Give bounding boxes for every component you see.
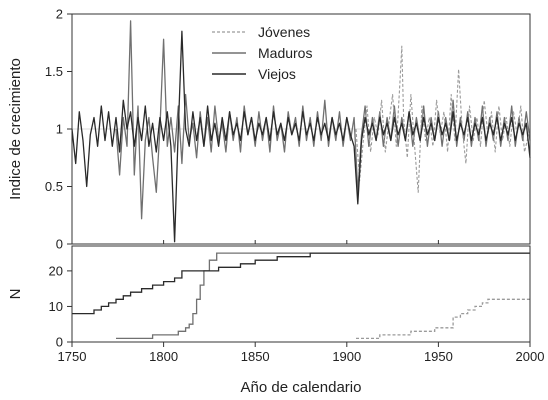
legend-label-viejos: Viejos — [258, 66, 296, 82]
growth-index-y-axis-title: Indice de crecimiento — [7, 58, 24, 200]
growth-index-y-tick-label: 2 — [56, 7, 63, 22]
sample-depth-line-viejos — [72, 252, 530, 315]
sample-depth-panel: 0 10 20 N — [7, 245, 531, 350]
sample-depth-plot-frame — [71, 245, 531, 343]
growth-index-panel: 0 0.5 1 1.5 2 Indice de crecimiento — [7, 7, 531, 252]
sample-depth-y-ticks: 0 10 20 — [49, 263, 72, 350]
sample-depth-y-tick-label: 10 — [49, 299, 63, 314]
x-axis: 1750 1800 1850 1900 1950 2000 — [58, 240, 545, 364]
x-tick-label: 1750 — [58, 349, 87, 364]
legend-label-j-venes: Jóvenes — [258, 24, 310, 40]
growth-index-y-tick-label: 0.5 — [45, 179, 63, 194]
growth-index-y-ticks: 0 0.5 1 1.5 2 — [45, 7, 72, 252]
growth-index-y-tick-label: 0 — [56, 237, 63, 252]
sample-depth-series — [72, 252, 530, 340]
legend-label-maduros: Maduros — [258, 45, 312, 61]
sample-depth-line-j-venes — [356, 298, 530, 340]
x-tick-label: 1900 — [332, 349, 361, 364]
growth-index-line-j-venes — [355, 45, 531, 193]
legend: Jóvenes Maduros Viejos — [212, 24, 312, 82]
growth-index-line-viejos — [71, 30, 531, 243]
growth-index-series — [71, 20, 531, 243]
growth-index-y-tick-label: 1.5 — [45, 64, 63, 79]
x-tick-label: 1850 — [241, 349, 270, 364]
x-tick-label: 1800 — [149, 349, 178, 364]
x-tick-label: 1950 — [424, 349, 453, 364]
sample-depth-line-maduros — [116, 252, 530, 340]
growth-index-y-tick-label: 1 — [56, 122, 63, 137]
sample-depth-y-tick-label: 20 — [49, 263, 63, 278]
sample-depth-y-tick-label: 0 — [56, 335, 63, 350]
x-tick-label: 2000 — [516, 349, 545, 364]
sample-depth-y-axis-title: N — [7, 289, 24, 300]
x-axis-title: Año de calendario — [241, 379, 362, 396]
